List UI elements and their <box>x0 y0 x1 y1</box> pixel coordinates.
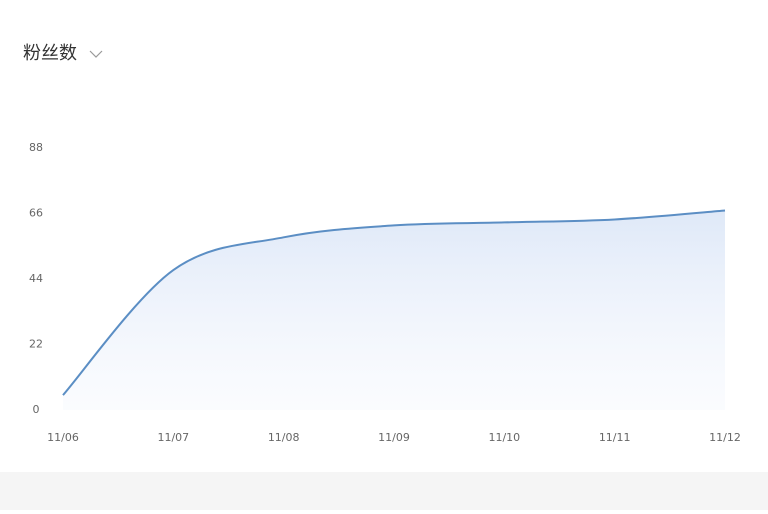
y-tick-label: 88 <box>29 141 43 154</box>
x-tick-label: 11/06 <box>47 431 79 444</box>
bottom-panel <box>0 472 768 510</box>
x-tick-label: 11/11 <box>599 431 631 444</box>
area <box>63 210 725 410</box>
chart-title: 粉丝数 <box>23 43 77 64</box>
y-tick-label: 22 <box>29 338 43 351</box>
x-tick-label: 11/09 <box>378 431 410 444</box>
plot: 0 22 44 66 88 11/06 11/07 11/08 11/09 11/10 11/11 1… <box>29 141 741 444</box>
dropdown-chevron[interactable] <box>89 50 103 58</box>
x-tick-label: 11/10 <box>488 431 520 444</box>
y-tick-label: 44 <box>29 272 43 285</box>
y-tick-label: 0 <box>33 403 40 416</box>
y-tick-label: 66 <box>29 207 43 220</box>
line <box>62 209 726 396</box>
x-tick-label: 11/08 <box>268 431 300 444</box>
x-tick-label: 11/07 <box>157 431 189 444</box>
x-tick-label: 11/12 <box>709 431 741 444</box>
